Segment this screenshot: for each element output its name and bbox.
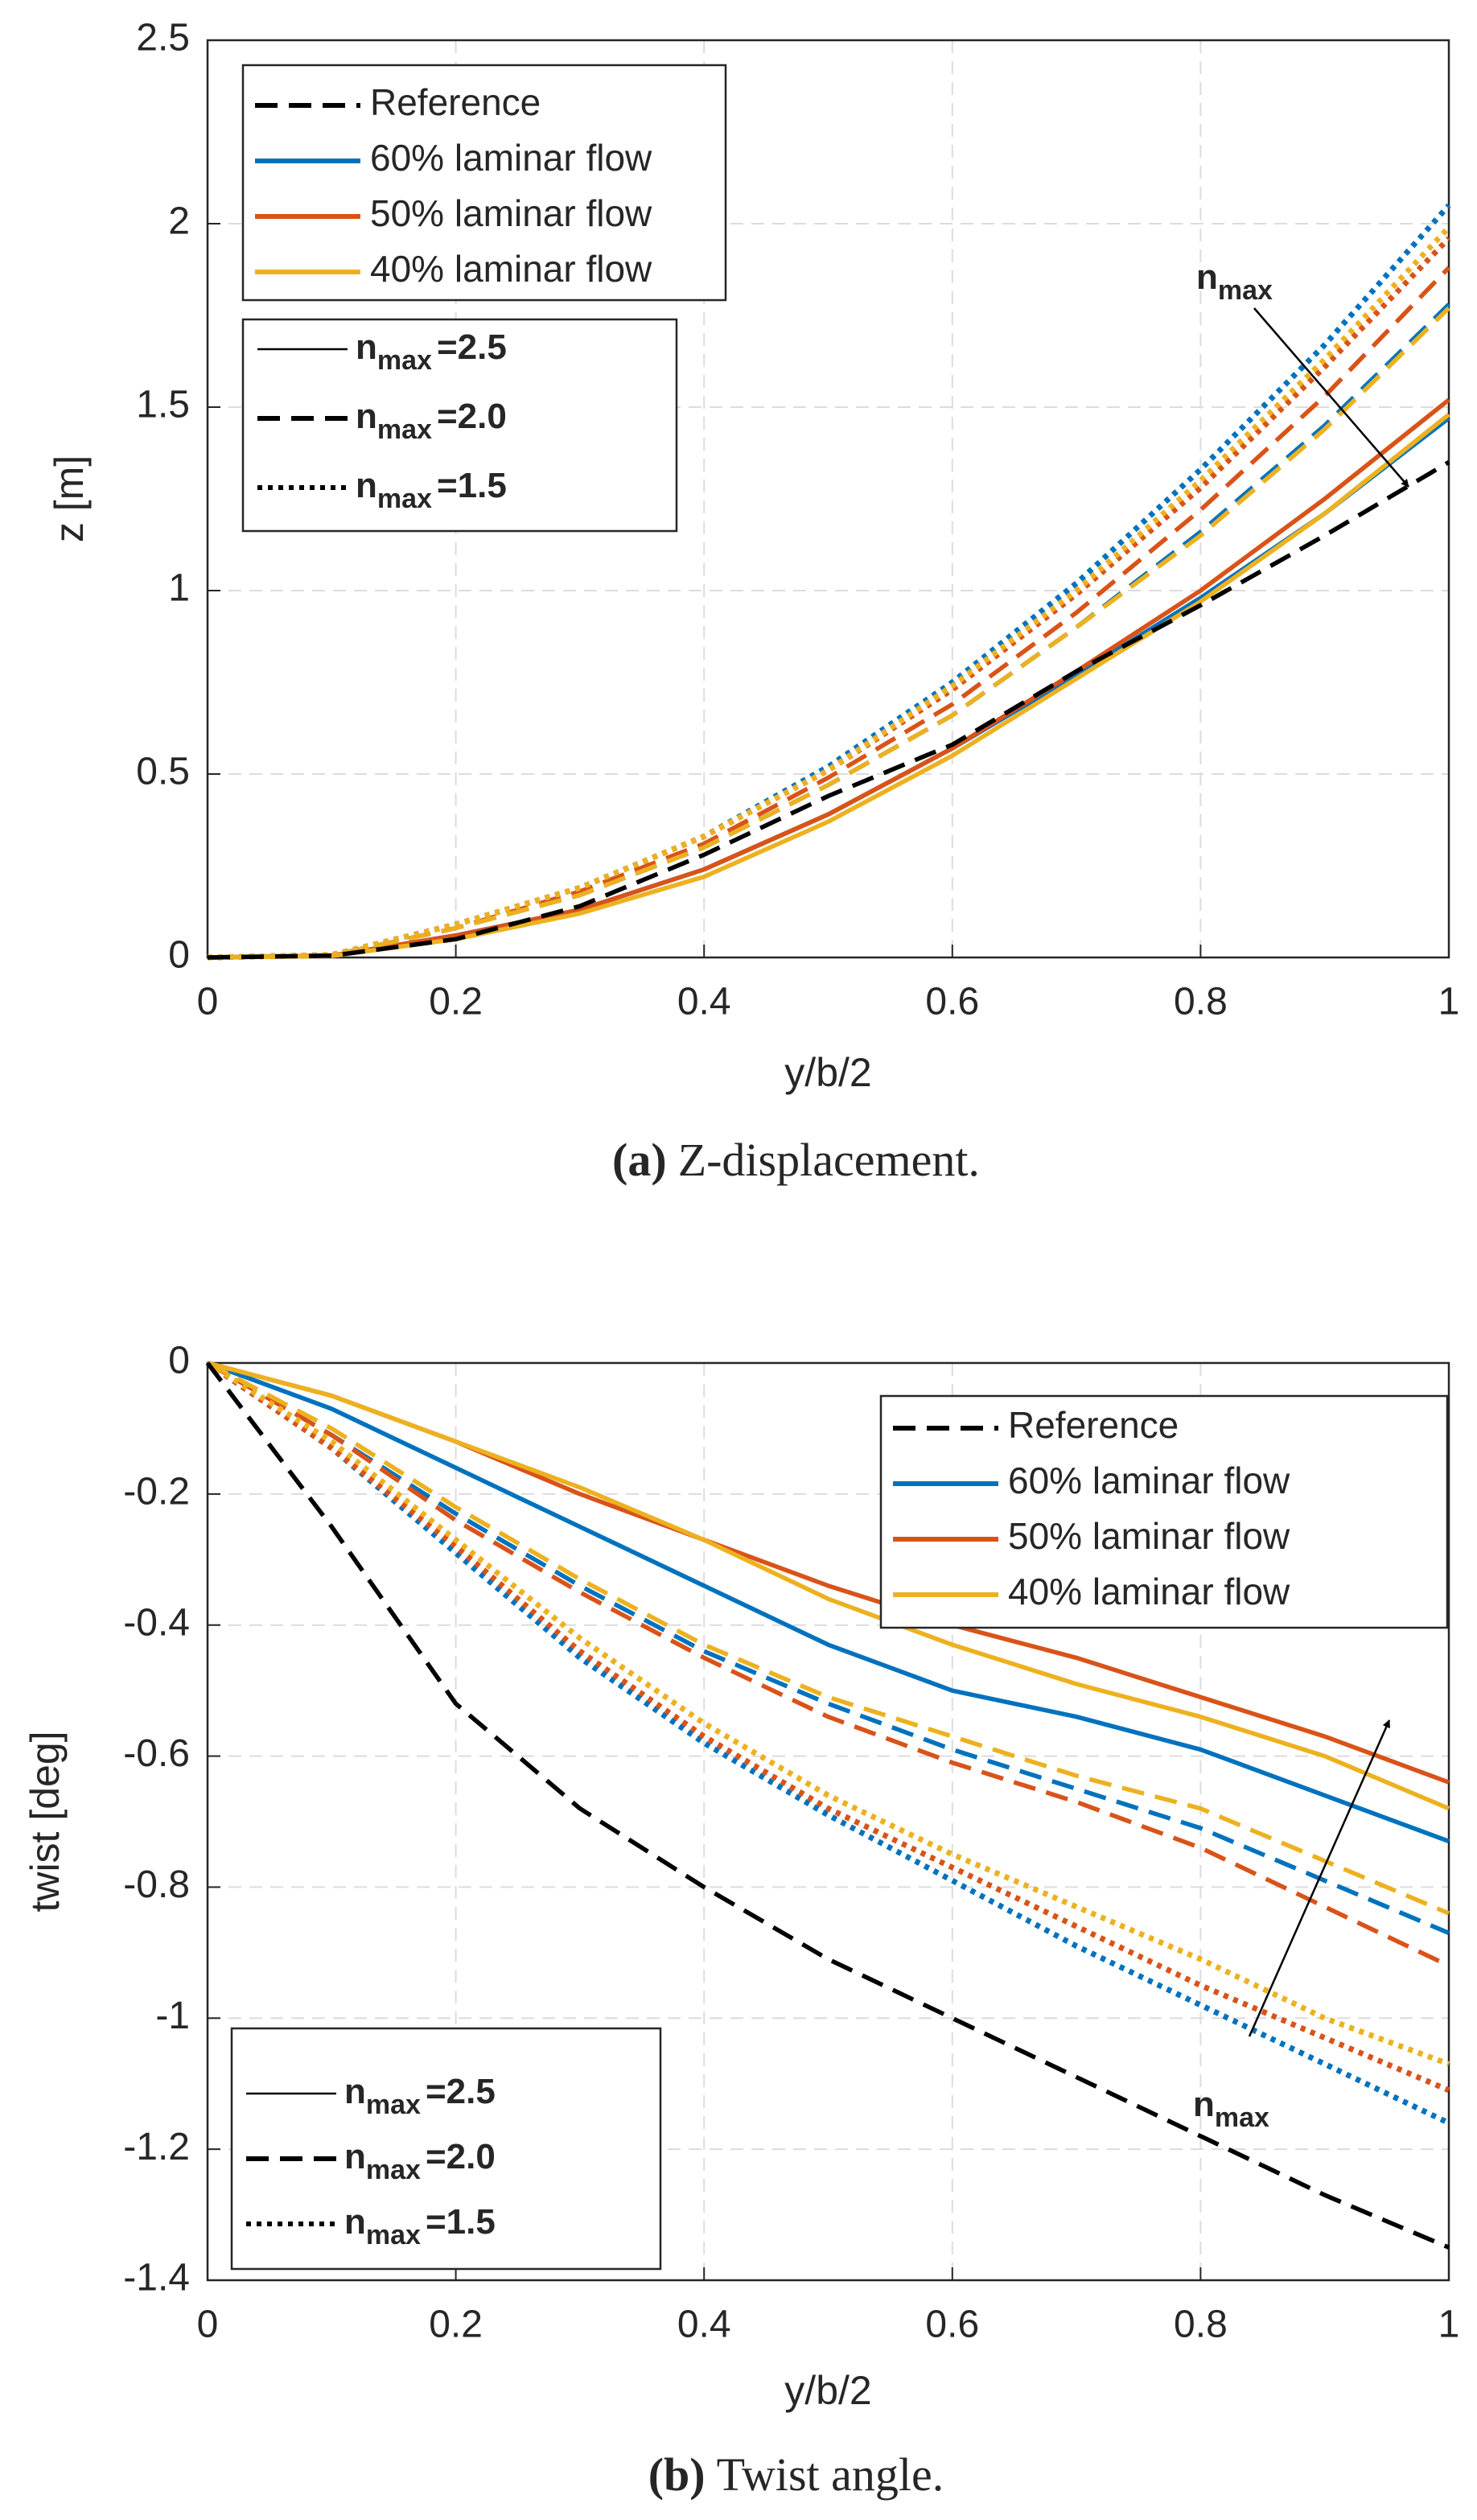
symbol: n [356, 397, 377, 436]
subscript: max [377, 345, 432, 376]
legend-label: 50% laminar flow [370, 192, 652, 234]
x-tick-label: 0.2 [429, 981, 483, 1023]
series-line [207, 1361, 1450, 1811]
nmax-value: =1.5 [437, 466, 507, 505]
x-tick-label: 0.8 [1174, 2304, 1228, 2346]
legend-label: nmax =2.5 [344, 2072, 496, 2120]
caption-text: Z-displacement. [678, 1134, 980, 1186]
legend-label: nmax =2.5 [356, 327, 507, 376]
subscript: max [366, 2220, 421, 2250]
series-line [207, 225, 1451, 961]
subscript: max [377, 484, 432, 514]
x-tick-label: 0.8 [1174, 981, 1228, 1023]
legend-box [879, 1394, 1449, 1629]
symbol: n [356, 466, 377, 505]
series-line [207, 306, 1450, 960]
caption-text: Twist angle. [717, 2448, 944, 2501]
legend-label: 40% laminar flow [1008, 1571, 1290, 1612]
symbol: n [1193, 2085, 1215, 2124]
annotation-arrow [1253, 307, 1409, 488]
nmax-value: =2.0 [426, 2137, 496, 2176]
x-tick-label: 0.4 [677, 981, 731, 1023]
subscript: max [1215, 2102, 1269, 2133]
x-tick-label: 0.6 [925, 981, 979, 1023]
caption-label: (b) [648, 2448, 706, 2501]
plot-frame [206, 1361, 1450, 2282]
nmax-value: =2.5 [426, 2072, 496, 2111]
series-line [207, 397, 1450, 960]
legend-label: nmax =2.0 [356, 397, 507, 445]
y-axis-label: z [m] [47, 455, 92, 542]
legend-label: 40% laminar flow [370, 248, 652, 290]
y-tick-label: 2.5 [136, 17, 190, 60]
x-tick-label: 0.4 [677, 2304, 731, 2346]
x-tick-label: 1 [1438, 981, 1460, 1023]
y-tick-label: 0 [168, 934, 190, 977]
legend-label: 60% laminar flow [1008, 1460, 1290, 1501]
y-tick-label: -1.2 [123, 2126, 190, 2168]
legend-label: nmax =1.5 [344, 2202, 496, 2250]
series-line [206, 1361, 1450, 2094]
subscript: max [366, 2155, 421, 2185]
symbol: n [356, 327, 377, 367]
y-tick-label: -1.4 [123, 2257, 190, 2300]
y-tick-label: -1 [155, 1995, 190, 2037]
x-axis-label: y/b/2 [784, 2368, 871, 2413]
x-axis-label: y/b/2 [784, 1050, 871, 1095]
series-line [207, 1361, 1450, 1844]
y-tick-label: -0.8 [123, 1863, 190, 1906]
y-tick-label: 1.5 [136, 384, 190, 426]
plot-frame [206, 39, 1450, 959]
legend-label: Reference [1008, 1404, 1179, 1446]
annotation-arrow [1248, 1719, 1391, 2037]
series-line [206, 1361, 1450, 2067]
series-line [207, 460, 1450, 960]
legend-label: Reference [370, 81, 541, 123]
x-tick-label: 0.2 [429, 2304, 483, 2346]
legend-label: nmax =2.0 [344, 2137, 496, 2185]
subscript: max [377, 414, 432, 445]
y-tick-label: 2 [168, 200, 190, 243]
series-line [206, 1361, 1450, 1935]
y-tick-label: 1 [168, 567, 190, 610]
annotation: nmax [1196, 257, 1273, 306]
symbol: n [344, 2202, 366, 2242]
annotation: nmax [1193, 2085, 1269, 2133]
symbol: n [1196, 257, 1218, 297]
nmax-value: =2.5 [437, 327, 507, 367]
x-tick-label: 1 [1438, 2304, 1460, 2346]
series-line [206, 1361, 1450, 1968]
legend-label: nmax =1.5 [356, 466, 507, 514]
nmax-value: =2.0 [437, 397, 507, 436]
y-tick-label: -0.2 [123, 1471, 190, 1513]
x-tick-label: 0.6 [925, 2304, 979, 2346]
legend-label: 60% laminar flow [370, 137, 652, 179]
x-tick-label: 0 [197, 981, 219, 1023]
caption-label: (a) [612, 1134, 667, 1186]
caption: (a) Z-displacement. [612, 1134, 980, 1186]
x-tick-label: 0 [197, 2304, 219, 2346]
series-line [206, 1361, 1450, 1916]
nmax-value: =1.5 [426, 2202, 496, 2242]
y-tick-label: 0 [168, 1340, 190, 1382]
y-axis-label: twist [deg] [23, 1731, 68, 1912]
subscript: max [1218, 275, 1273, 306]
caption: (b) Twist angle. [648, 2448, 944, 2501]
series-line [205, 1361, 1450, 2250]
legend-box [241, 318, 678, 533]
legend-box [230, 2027, 662, 2271]
y-tick-label: 0.5 [136, 751, 190, 793]
symbol: n [344, 2137, 366, 2176]
y-tick-label: -0.6 [123, 1732, 190, 1775]
legend-label: 50% laminar flow [1008, 1515, 1290, 1557]
symbol: n [344, 2072, 366, 2111]
y-tick-label: -0.4 [123, 1601, 190, 1644]
subscript: max [366, 2090, 421, 2120]
